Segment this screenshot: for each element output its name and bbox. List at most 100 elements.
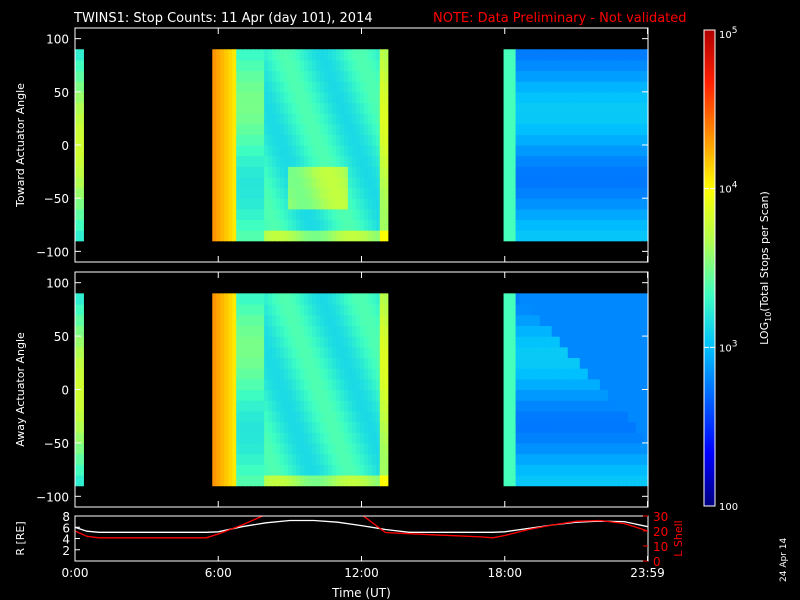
heatmap-cell	[323, 208, 329, 221]
heatmap-cell	[383, 293, 389, 305]
heatmap-cell	[639, 304, 645, 316]
heatmap-cell	[212, 208, 217, 221]
heatmap-cell	[367, 293, 373, 305]
heatmap-cell	[216, 219, 221, 231]
heatmap-cell	[611, 219, 617, 231]
heatmap-cell	[639, 102, 645, 114]
heatmap-cell	[240, 145, 245, 157]
heatmap-cell	[272, 325, 277, 337]
heatmap-cell	[260, 336, 265, 348]
heatmap-cell	[527, 145, 533, 157]
heatmap-cell	[236, 304, 241, 316]
heatmap-cell	[511, 293, 517, 305]
heatmap-cell	[236, 474, 241, 487]
heatmap-cell	[383, 59, 389, 72]
heatmap-cell	[511, 464, 517, 476]
heatmap-cell	[555, 134, 561, 146]
heatmap-cell	[643, 453, 649, 465]
heatmap-cell	[260, 368, 265, 380]
heatmap-cell	[351, 346, 357, 359]
heatmap-cell	[619, 400, 625, 412]
heatmap-cell	[351, 176, 357, 189]
y-tick-label: −100	[36, 490, 69, 504]
heatmap-cell	[331, 336, 337, 348]
heatmap-cell	[547, 176, 553, 189]
heatmap-cell	[539, 166, 545, 178]
heatmap-cell	[535, 357, 541, 369]
heatmap-cell	[551, 474, 557, 487]
heatmap-cell	[79, 59, 82, 72]
heatmap-cell	[212, 123, 217, 135]
heatmap-cell	[547, 442, 553, 455]
heatmap-cell	[619, 91, 625, 104]
heatmap-cell	[555, 293, 561, 305]
heatmap-cell	[220, 145, 225, 157]
heatmap-cell	[587, 410, 593, 423]
heatmap-cell	[503, 49, 509, 61]
heatmap-cell	[323, 400, 329, 412]
heatmap-cell	[639, 123, 645, 135]
heatmap-cell	[603, 336, 609, 348]
heatmap-cell	[232, 368, 237, 380]
heatmap-cell	[623, 314, 629, 327]
heatmap-cell	[256, 464, 261, 476]
heatmap-cell	[507, 134, 513, 146]
heatmap-cell	[607, 91, 613, 104]
heatmap-cell	[232, 198, 237, 210]
heatmap-cell	[228, 410, 233, 423]
heatmap-cell	[511, 166, 517, 178]
heatmap-cell	[639, 145, 645, 157]
heatmap-cell	[503, 198, 509, 210]
heatmap-cell	[260, 314, 265, 327]
heatmap-cell	[539, 198, 545, 210]
heatmap-cell	[523, 198, 529, 210]
heatmap-cell	[244, 123, 249, 135]
heatmap-cell	[511, 346, 517, 359]
heatmap-cell	[315, 123, 321, 135]
heatmap-cell	[232, 474, 237, 487]
heatmap-cell	[236, 230, 241, 242]
heatmap-cell	[272, 464, 277, 476]
heatmap-cell	[216, 102, 221, 114]
heatmap-cell	[379, 59, 385, 72]
heatmap-cell	[224, 442, 229, 455]
heatmap-cell	[280, 166, 285, 178]
heatmap-cell	[627, 134, 633, 146]
heatmap-cell	[535, 166, 541, 178]
heatmap-cell	[623, 145, 629, 157]
heatmap-cell	[359, 474, 365, 487]
heatmap-cell	[575, 219, 581, 231]
heatmap-cell	[559, 432, 565, 444]
heatmap-cell	[587, 442, 593, 455]
heatmap-cell	[511, 198, 517, 210]
heatmap-cell	[591, 155, 597, 167]
heatmap-cell	[288, 474, 293, 487]
heatmap-cell	[599, 357, 605, 369]
heatmap-cell	[527, 325, 533, 337]
heatmap-cell	[643, 346, 649, 359]
heatmap-cell	[643, 49, 649, 61]
heatmap-cell	[623, 357, 629, 369]
heatmap-cell	[571, 81, 577, 93]
heatmap-cell	[643, 474, 649, 487]
heatmap-cell	[224, 70, 229, 82]
heatmap-cell	[515, 304, 521, 316]
heatmap-cell	[315, 400, 321, 412]
heatmap-cell	[343, 208, 349, 221]
heatmap-cell	[268, 400, 273, 412]
left-y-tick-label: 6	[62, 521, 70, 535]
heatmap-cell	[280, 432, 285, 444]
heatmap-cell	[571, 368, 577, 380]
heatmap-cell	[635, 346, 641, 359]
heatmap-cell	[343, 155, 349, 167]
heatmap-cell	[367, 123, 373, 135]
heatmap-cell	[339, 378, 345, 391]
y-tick-label: 50	[54, 330, 69, 344]
heatmap-cell	[511, 378, 517, 391]
heatmap-cell	[603, 304, 609, 316]
heatmap-cell	[611, 389, 617, 401]
heatmap-cell	[75, 474, 78, 487]
heatmap-cell	[543, 400, 549, 412]
heatmap-cell	[619, 102, 625, 114]
heatmap-cell	[311, 304, 317, 316]
